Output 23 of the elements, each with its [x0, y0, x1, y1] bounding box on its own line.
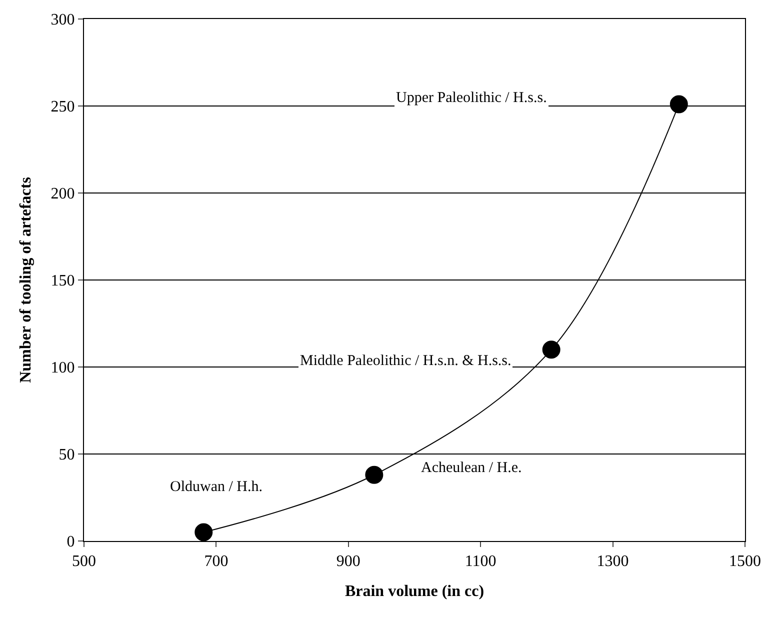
point [194, 523, 213, 541]
x-tick-label: 700 [204, 553, 228, 570]
annotation: Olduwan / H.h. [170, 479, 262, 495]
y-tick-label: 300 [50, 12, 75, 29]
point [365, 466, 384, 484]
point [542, 340, 560, 359]
annotation: Upper Paleolithic / H.s.s. [396, 90, 547, 106]
x-tick-label: 1100 [464, 553, 496, 570]
x-tick-label: 500 [72, 553, 96, 570]
y-tick-label: 0 [66, 534, 75, 551]
point [670, 95, 688, 114]
x-tick-label: 900 [336, 553, 360, 570]
x-axis-title: Brain volume (in cc) [344, 582, 484, 600]
y-tick-label: 100 [50, 360, 75, 377]
annotation: Acheulean / H.e. [421, 460, 522, 476]
x-tick-label: 1500 [729, 553, 761, 570]
y-tick-label: 50 [58, 446, 75, 464]
y-tick-label: 150 [50, 272, 75, 290]
y-tick-label: 200 [50, 186, 75, 203]
x-tick-label: 1300 [596, 553, 629, 570]
y-tick-label: 250 [50, 98, 75, 116]
annotation: Middle Paleolithic / H.s.n. & H.s.s. [300, 353, 512, 369]
y-axis-title: Number of tooling of artefacts [18, 177, 35, 383]
